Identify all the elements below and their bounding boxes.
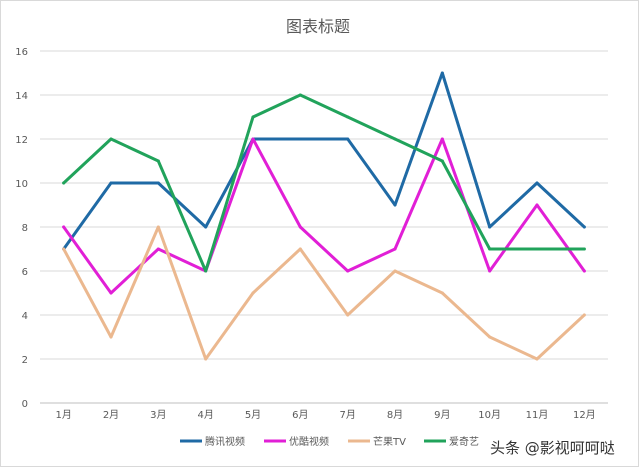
x-tick-label-5: 6月: [292, 409, 308, 421]
x-tick-label-1: 2月: [103, 409, 119, 421]
y-tick-label-1: 2: [22, 355, 28, 366]
data-point-3-8: [440, 159, 444, 163]
x-tick-label-7: 8月: [387, 409, 403, 421]
legend-item-1: 优酷视频: [264, 435, 329, 448]
data-point-2-9: [488, 335, 492, 339]
y-tick-label-5: 10: [15, 179, 28, 190]
data-point-2-11: [582, 313, 586, 317]
data-point-1-8: [440, 137, 444, 141]
data-point-0-8: [440, 71, 444, 75]
data-point-1-5: [298, 225, 302, 229]
series-line-2: [62, 225, 586, 361]
data-point-3-2: [156, 159, 160, 163]
series-lines: [62, 71, 586, 361]
data-point-2-8: [440, 291, 444, 295]
y-tick-label-6: 12: [15, 135, 28, 146]
data-point-1-10: [535, 203, 539, 207]
y-tick-label-2: 4: [22, 311, 28, 322]
legend: 腾讯视频 优酷视频 芒果TV 爱奇艺: [180, 435, 479, 448]
chart-title: 图表标题: [286, 17, 350, 36]
data-point-2-5: [298, 247, 302, 251]
x-tick-label-11: 12月: [573, 409, 596, 421]
data-point-2-7: [393, 269, 397, 273]
y-tick-label-3: 6: [22, 267, 28, 278]
legend-item-0: 腾讯视频: [180, 435, 245, 448]
data-point-2-3: [204, 357, 208, 361]
data-point-2-1: [109, 335, 113, 339]
data-point-2-10: [535, 357, 539, 361]
y-axis-tick-labels: 0 2 4 6 8 10 12 14 16: [15, 47, 28, 410]
x-tick-label-9: 10月: [478, 409, 501, 421]
data-point-1-1: [109, 291, 113, 295]
data-point-3-1: [109, 137, 113, 141]
y-tick-label-0: 0: [22, 399, 28, 410]
gridlines: [40, 50, 608, 360]
data-point-1-2: [156, 247, 160, 251]
series-line-0: [62, 71, 586, 251]
data-point-2-2: [156, 225, 160, 229]
data-point-2-4: [251, 291, 255, 295]
legend-label-1: 优酷视频: [289, 435, 329, 448]
data-point-3-0: [62, 181, 66, 185]
legend-label-3: 爱奇艺: [449, 435, 479, 448]
data-point-0-7: [393, 203, 397, 207]
x-axis-tick-labels: 1月 2月 3月 4月 5月 6月 7月 8月 9月 10月 11月 12月: [55, 409, 595, 421]
data-point-3-3: [204, 269, 208, 273]
x-tick-label-8: 9月: [434, 409, 450, 421]
x-tick-label-3: 4月: [197, 409, 213, 421]
data-point-1-0: [62, 225, 66, 229]
series-3: [62, 93, 586, 273]
data-point-3-9: [488, 247, 492, 251]
data-point-0-10: [535, 181, 539, 185]
legend-label-0: 腾讯视频: [205, 435, 245, 448]
data-point-2-0: [62, 247, 66, 251]
data-point-0-11: [582, 225, 586, 229]
data-point-3-7: [393, 137, 397, 141]
data-point-1-7: [393, 247, 397, 251]
x-tick-label-6: 7月: [339, 409, 355, 421]
data-point-0-3: [204, 225, 208, 229]
y-tick-label-7: 14: [15, 91, 28, 102]
data-point-0-6: [346, 137, 350, 141]
x-tick-label-2: 3月: [150, 409, 166, 421]
y-tick-label-8: 16: [15, 47, 28, 58]
data-point-2-6: [346, 313, 350, 317]
data-point-0-9: [488, 225, 492, 229]
legend-item-3: 爱奇艺: [424, 435, 479, 448]
x-tick-label-10: 11月: [526, 409, 549, 421]
data-point-1-9: [488, 269, 492, 273]
data-point-1-11: [582, 269, 586, 273]
data-point-1-4: [251, 137, 255, 141]
legend-label-2: 芒果TV: [373, 435, 406, 448]
x-tick-label-0: 1月: [55, 409, 71, 421]
data-point-3-10: [535, 247, 539, 251]
series-0: [62, 71, 586, 251]
watermark-text: 头条 @影视呵呵哒: [490, 439, 615, 457]
y-tick-label-4: 8: [22, 223, 28, 234]
data-point-1-6: [346, 269, 350, 273]
x-tick-label-4: 5月: [245, 409, 261, 421]
data-point-0-5: [298, 137, 302, 141]
data-point-3-6: [346, 115, 350, 119]
data-point-3-11: [582, 247, 586, 251]
data-point-0-1: [109, 181, 113, 185]
series-line-1: [62, 137, 586, 295]
data-point-3-5: [298, 93, 302, 97]
data-point-0-2: [156, 181, 160, 185]
data-point-3-4: [251, 115, 255, 119]
series-2: [62, 225, 586, 361]
series-line-3: [62, 93, 586, 273]
legend-item-2: 芒果TV: [348, 435, 406, 448]
